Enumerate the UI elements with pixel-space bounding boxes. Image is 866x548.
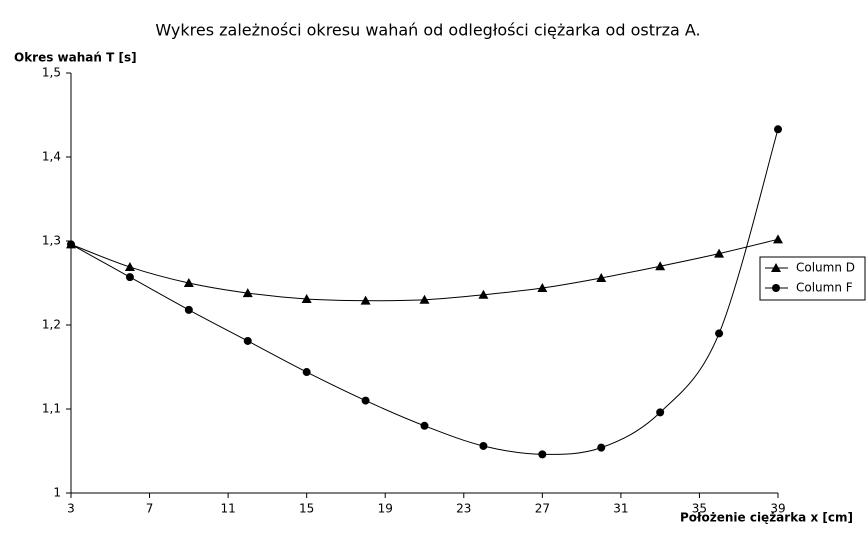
point-marker xyxy=(360,295,371,305)
point-marker xyxy=(597,443,606,452)
point-marker xyxy=(538,450,547,459)
x-tick-label: 3 xyxy=(67,502,75,516)
y-tick-label: 1,4 xyxy=(42,150,61,164)
point-marker xyxy=(479,441,488,450)
x-tick-label: 39 xyxy=(770,502,785,516)
x-tick-label: 19 xyxy=(378,502,393,516)
legend-marker xyxy=(772,284,780,292)
point-marker xyxy=(301,293,312,303)
point-marker xyxy=(184,305,193,314)
x-tick-label: 23 xyxy=(456,502,471,516)
point-marker xyxy=(302,368,311,377)
legend-label: Column F xyxy=(796,281,853,295)
point-marker xyxy=(537,283,548,293)
y-axis-title: Okres wahań T [s] xyxy=(14,51,137,65)
y-tick-label: 1,1 xyxy=(42,402,61,416)
x-tick-label: 15 xyxy=(299,502,314,516)
point-marker xyxy=(714,248,725,258)
point-marker xyxy=(124,262,135,272)
point-marker xyxy=(774,125,782,134)
y-tick-label: 1,5 xyxy=(42,66,61,80)
y-tick-label: 1 xyxy=(53,486,61,500)
x-tick-label: 7 xyxy=(146,502,154,516)
x-axis-title: Położenie ciężarka x [cm] xyxy=(680,511,853,525)
chart-title: Wykres zależności okresu wahań od odległ… xyxy=(155,21,700,40)
point-marker xyxy=(183,278,194,287)
legend-label: Column D xyxy=(796,261,855,275)
point-marker xyxy=(242,288,253,298)
point-marker xyxy=(125,273,134,282)
y-tick-label: 1,2 xyxy=(42,318,61,332)
legend-box xyxy=(759,256,866,301)
series-line xyxy=(70,238,779,302)
legend-marker xyxy=(771,263,781,272)
point-marker xyxy=(67,240,75,249)
point-marker xyxy=(478,289,489,299)
point-marker xyxy=(419,294,430,304)
point-marker xyxy=(773,234,783,244)
point-marker xyxy=(655,261,666,271)
point-marker xyxy=(715,329,724,338)
x-tick-label: 11 xyxy=(220,502,235,516)
point-marker xyxy=(361,396,370,405)
series-line xyxy=(70,129,779,455)
point-marker xyxy=(656,408,665,417)
x-tick-label: 31 xyxy=(613,502,628,516)
point-marker xyxy=(243,336,252,345)
point-marker xyxy=(596,272,607,282)
y-tick-label: 1,3 xyxy=(42,234,61,248)
x-tick-label: 27 xyxy=(535,502,550,516)
x-tick-label: 35 xyxy=(692,502,707,516)
point-marker xyxy=(420,421,429,430)
